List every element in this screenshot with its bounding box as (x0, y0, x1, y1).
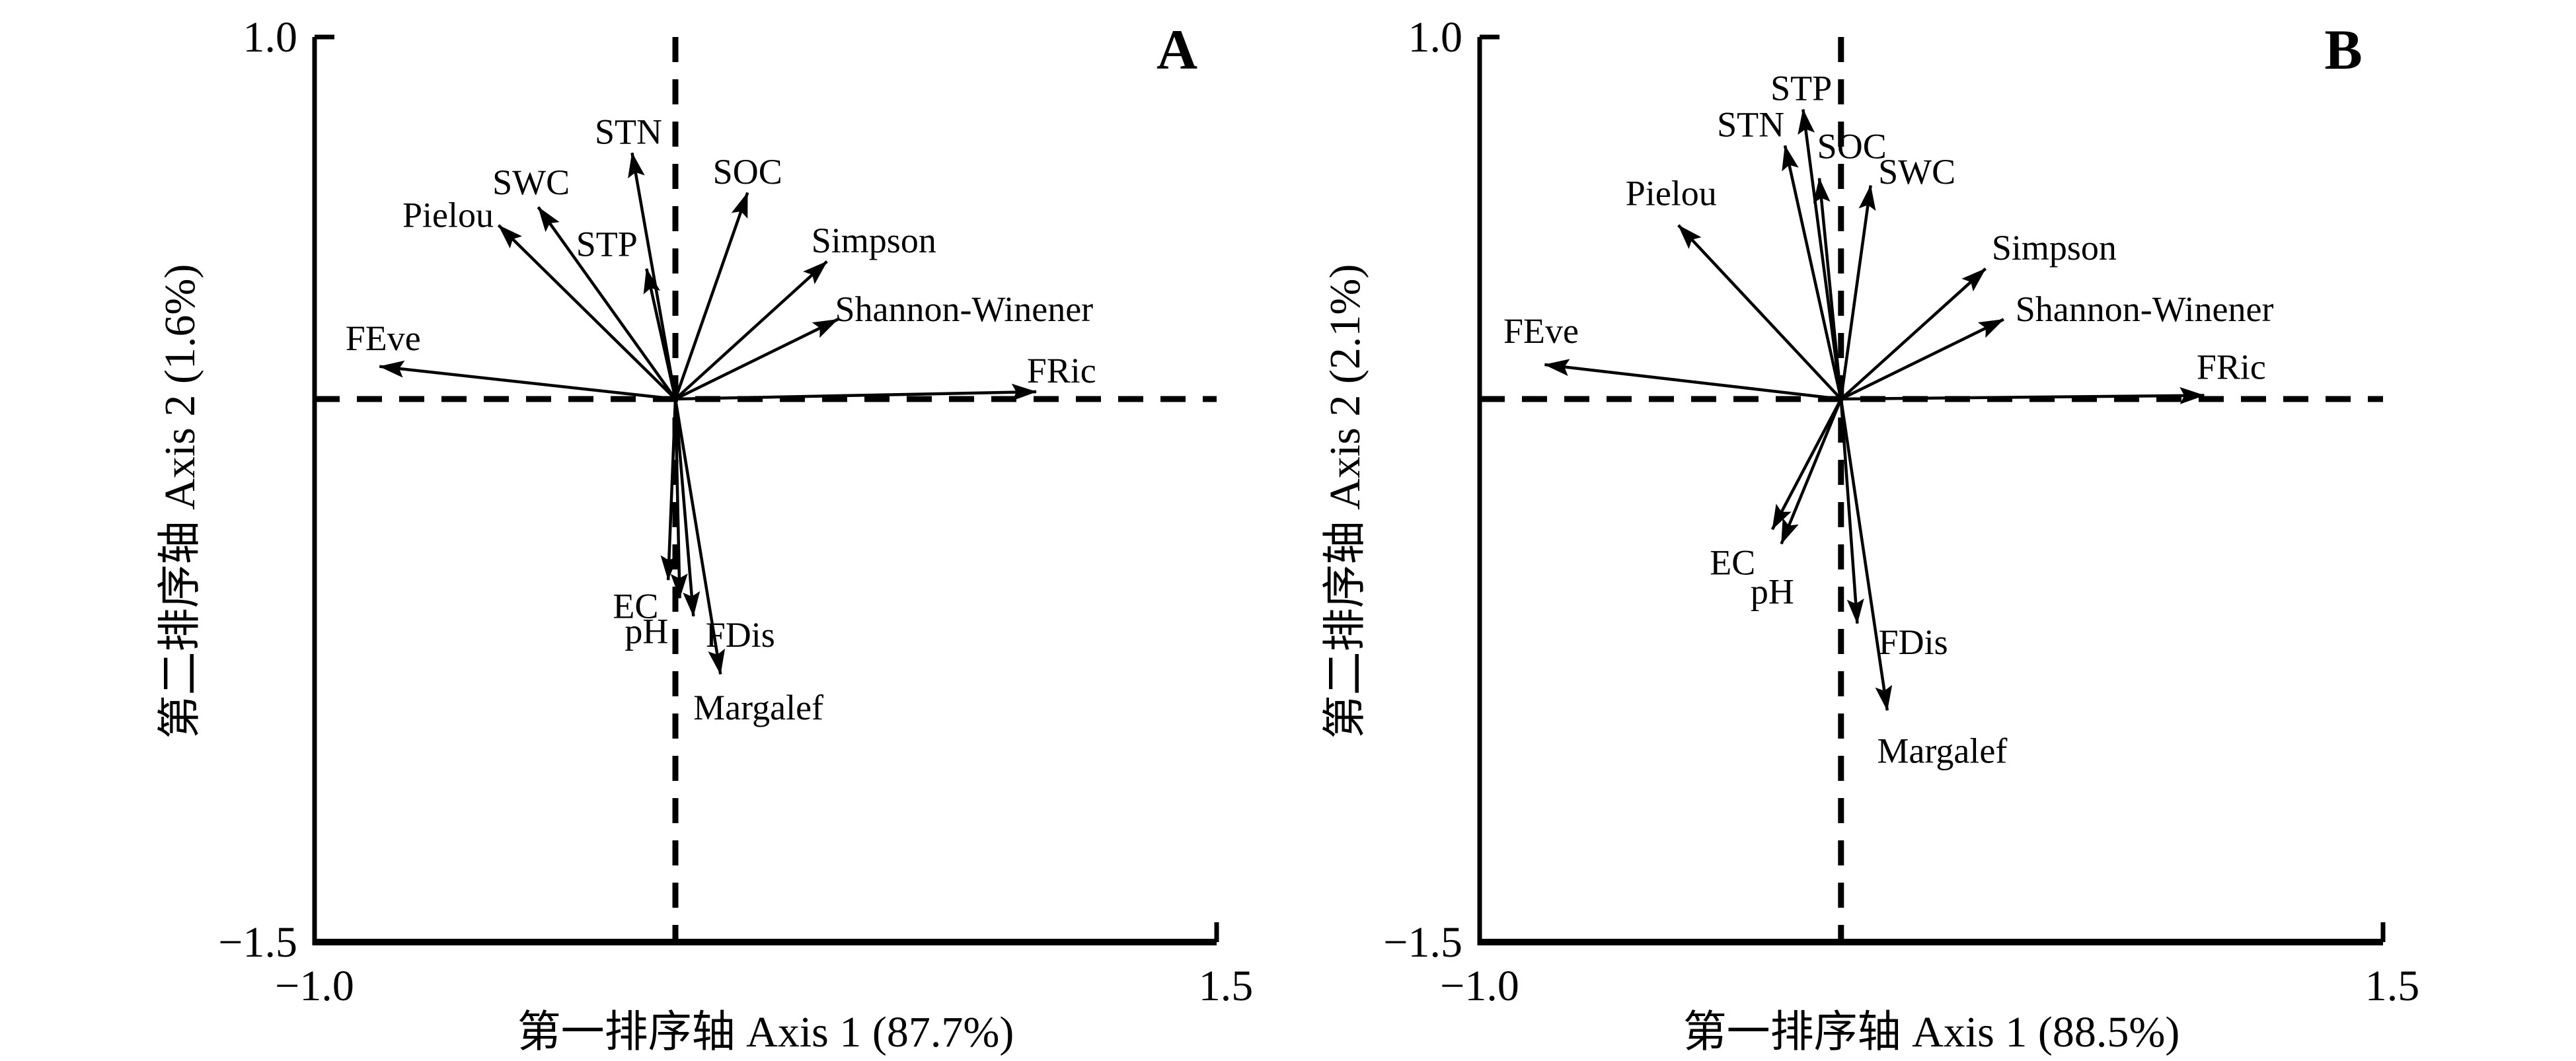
arrow-pH (1780, 398, 1842, 545)
arrow-label-FRic: FRic (1027, 351, 1096, 390)
arrow-label-Simpson: Simpson (812, 221, 936, 260)
arrow-label-FRic: FRic (2197, 348, 2266, 387)
arrow-SOC (1813, 177, 1843, 400)
arrow-label-SWC: SWC (1878, 152, 1955, 192)
arrow-label-Pielou: Pielou (402, 196, 494, 235)
x-axis-title: 第一排序轴 Axis 1 (87.7%) (517, 1008, 1014, 1056)
y-tick-label-−1.5: −1.5 (1383, 918, 1462, 967)
arrow-EC (1770, 398, 1842, 530)
arrow-label-Margalef: Margalef (1877, 731, 2007, 771)
arrow-label-FEve: FEve (1503, 311, 1579, 351)
arrow-Pielou (497, 224, 677, 400)
arrow-label-FEve: FEve (346, 318, 421, 358)
arrow-STP (643, 268, 677, 400)
arrow-FRic (675, 383, 1037, 401)
x-tick-label-−1.0: −1.0 (275, 962, 354, 1010)
arrow-label-FDis: FDis (1879, 622, 1948, 662)
arrow-label-SWC: SWC (492, 163, 570, 202)
x-tick-label-−1.0: −1.0 (1440, 962, 1519, 1010)
y-axis-title: 第二排序轴 Axis 2 (1.6%) (156, 264, 204, 739)
arrow-label-STP: STP (1770, 69, 1832, 108)
x-tick-label-1.5: 1.5 (2365, 962, 2420, 1010)
arrow-SOC (673, 192, 749, 400)
arrow-Pielou (1677, 224, 1842, 400)
arrow-Margalef (673, 398, 726, 675)
y-tick-label-−1.5: −1.5 (218, 918, 297, 967)
arrow-FEve (1544, 359, 1842, 401)
arrow-label-pH: pH (1751, 571, 1794, 611)
y-tick-label-1.0: 1.0 (1408, 13, 1463, 61)
arrow-SWC (1839, 184, 1876, 400)
arrow-label-STN: STN (595, 112, 662, 151)
arrow-label-EC: EC (613, 586, 658, 626)
arrow-label-pH: pH (625, 612, 668, 651)
arrow-label-Margalef: Margalef (693, 688, 823, 727)
arrow-label-STN: STN (1717, 105, 1784, 145)
arrow-Simpson (1840, 268, 1987, 400)
arrow-FDis (1839, 398, 1864, 624)
arrow-EC (660, 398, 678, 581)
arrow-FEve (379, 360, 676, 401)
arrow-label-STP: STP (576, 224, 638, 264)
arrow-pH (670, 398, 688, 599)
arrow-STP (1798, 108, 1843, 400)
arrow-SWC (537, 206, 677, 400)
arrow-STN (1782, 145, 1842, 400)
arrow-FDis (673, 398, 701, 617)
arrow-Margalef (1839, 398, 1893, 712)
y-axis-title: 第二排序轴 Axis 2 (2.1%) (1321, 264, 1369, 739)
x-axis-title: 第一排序轴 Axis 1 (88.5%) (1683, 1008, 2180, 1056)
arrow-label-SOC: SOC (1817, 126, 1887, 166)
arrow-label-Shannon-Winener: Shannon-Winener (2016, 289, 2274, 329)
arrow-label-Simpson: Simpson (1992, 228, 2117, 268)
arrow-Shannon-Winener (675, 318, 839, 401)
arrow-Shannon-Winener (1840, 318, 2004, 401)
arrow-label-Shannon-Winener: Shannon-Winener (835, 289, 1093, 329)
arrow-label-EC: EC (1710, 543, 1755, 583)
arrow-label-SOC: SOC (713, 152, 782, 192)
arrow-label-Pielou: Pielou (1626, 174, 1717, 213)
y-tick-label-1.0: 1.0 (243, 13, 298, 61)
arrow-FRic (1840, 386, 2205, 404)
arrow-Simpson (674, 260, 828, 400)
panel-corner-label: A (1156, 18, 1197, 81)
panel-corner-label: B (2324, 18, 2362, 81)
x-tick-label-1.5: 1.5 (1199, 962, 1254, 1010)
